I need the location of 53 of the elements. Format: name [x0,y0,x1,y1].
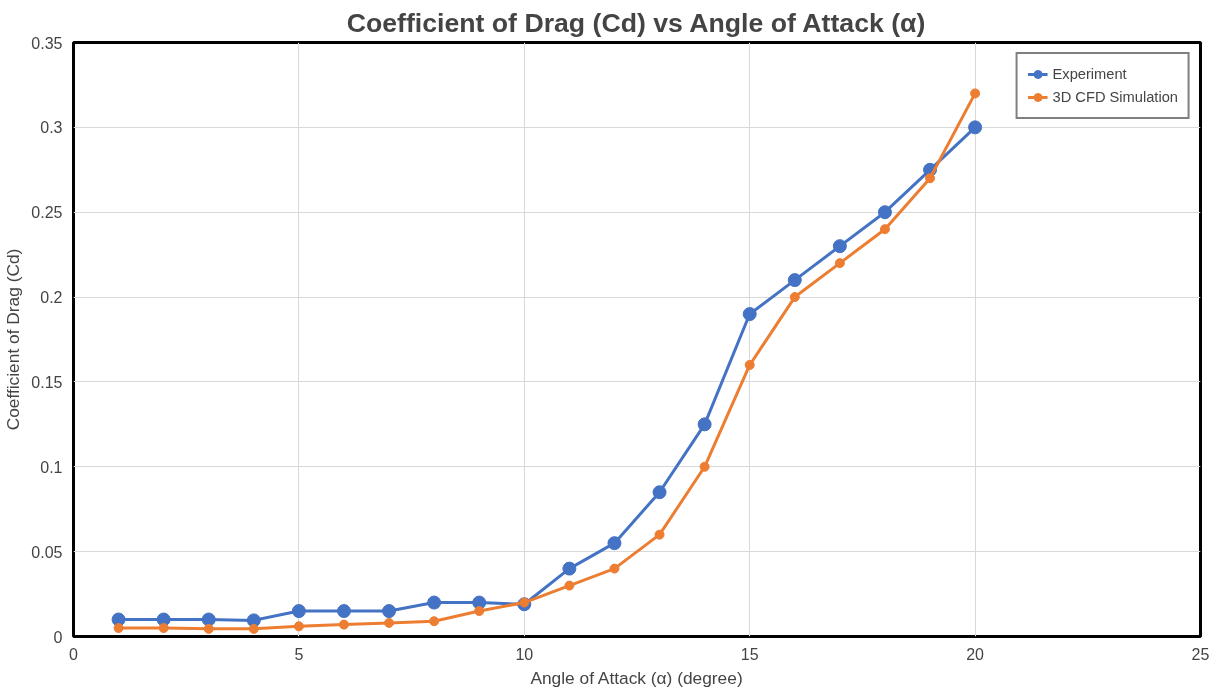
point [834,258,845,269]
point [291,604,306,619]
point [474,606,485,617]
point [787,273,802,288]
x-tick-label: 10 [515,645,534,663]
point [699,461,710,472]
point [744,359,755,370]
y-tick-label: 0.35 [31,34,63,52]
point [384,617,395,628]
point [652,485,667,500]
point [519,597,530,608]
y-tick-label: 0.1 [40,458,63,476]
legend-label: Experiment [1052,66,1127,82]
point [564,580,575,591]
point [609,563,620,574]
point [562,561,577,576]
point [158,623,169,634]
y-tick-label: 0.3 [40,119,63,137]
point [789,292,800,303]
point [203,623,214,634]
point [427,595,442,610]
point [201,612,216,627]
point [248,623,259,634]
point [970,88,981,99]
point [336,604,351,619]
x-axis-title: Angle of Attack (α) (degree) [530,667,743,688]
point [113,623,124,634]
point [697,417,712,432]
y-axis-title: Coefficient of Drag (Cd) [3,248,24,431]
point [607,536,622,551]
point [877,205,892,220]
chart-title: Coefficient of Drag (Cd) vs Angle of Attack (α) [346,7,926,38]
point [742,307,757,322]
point [879,224,890,235]
legend-label: 3D CFD Simulation [1052,89,1178,105]
y-tick-label: 0.15 [31,373,63,391]
point [382,604,397,619]
x-tick-label: 5 [294,645,304,663]
x-tick-label: 15 [740,645,759,663]
y-tick-label: 0 [53,628,63,646]
x-tick-label: 25 [1191,645,1210,663]
point [968,120,983,135]
y-tick-label: 0.25 [31,204,63,222]
point [293,621,304,632]
x-tick-label: 20 [966,645,985,663]
point [654,529,665,540]
y-tick-label: 0.05 [31,543,63,561]
x-tick-label: 0 [69,645,79,663]
point [832,239,847,254]
point [925,173,936,184]
point [429,616,440,627]
y-tick-label: 0.2 [40,289,63,307]
point [338,619,349,630]
